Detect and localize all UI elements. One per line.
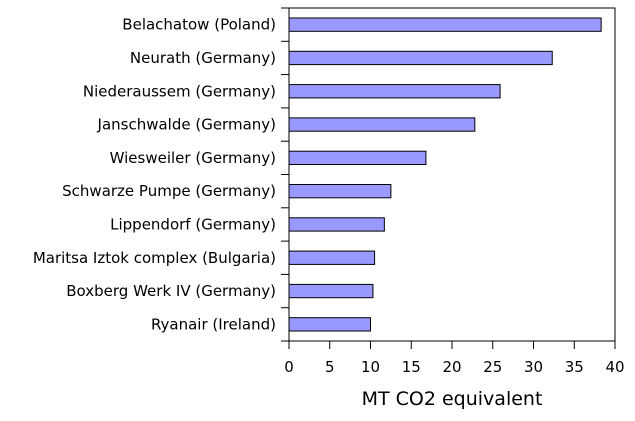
- category-label: Boxberg Werk IV (Germany): [66, 282, 276, 300]
- category-label: Maritsa Iztok complex (Bulgaria): [33, 249, 276, 267]
- x-axis-title: MT CO2 equivalent: [362, 388, 543, 410]
- category-labels: Belachatow (Poland) Neurath (Germany) Nied…: [33, 16, 276, 334]
- plot-frame: [288, 7, 616, 342]
- category-label: Niederaussem (Germany): [83, 82, 276, 100]
- bar: [288, 250, 376, 265]
- x-tick-label: 25: [483, 358, 502, 376]
- x-tick-label: 40: [605, 358, 624, 376]
- bar: [288, 117, 476, 132]
- x-tick-label: 0: [284, 358, 294, 376]
- x-tick-label: 15: [402, 358, 421, 376]
- bar: [288, 183, 392, 199]
- x-tick-label: 30: [524, 358, 543, 376]
- bar: [288, 84, 501, 99]
- bar: [288, 317, 371, 332]
- bar: [288, 217, 385, 232]
- category-label: Lippendorf (Germany): [110, 215, 276, 233]
- bar: [288, 150, 427, 166]
- category-label: Wiesweiler (Germany): [110, 149, 276, 167]
- x-axis-ticks: 0 5 10 15 20 25 30 35 40: [281, 7, 625, 376]
- category-label: Schwarze Pumpe (Germany): [62, 182, 276, 200]
- x-tick-label: 10: [361, 358, 380, 376]
- bar: [288, 50, 553, 66]
- x-tick-label: 20: [442, 358, 461, 376]
- bar: [288, 17, 602, 32]
- bars-layer: [288, 17, 602, 332]
- bar: [288, 283, 374, 299]
- category-label: Neurath (Germany): [130, 49, 276, 67]
- category-label: Janschwalde (Germany): [97, 116, 276, 134]
- category-label: Ryanair (Ireland): [151, 315, 276, 333]
- x-tick-label: 5: [325, 358, 335, 376]
- x-tick-label: 35: [565, 358, 584, 376]
- category-label: Belachatow (Poland): [122, 16, 276, 34]
